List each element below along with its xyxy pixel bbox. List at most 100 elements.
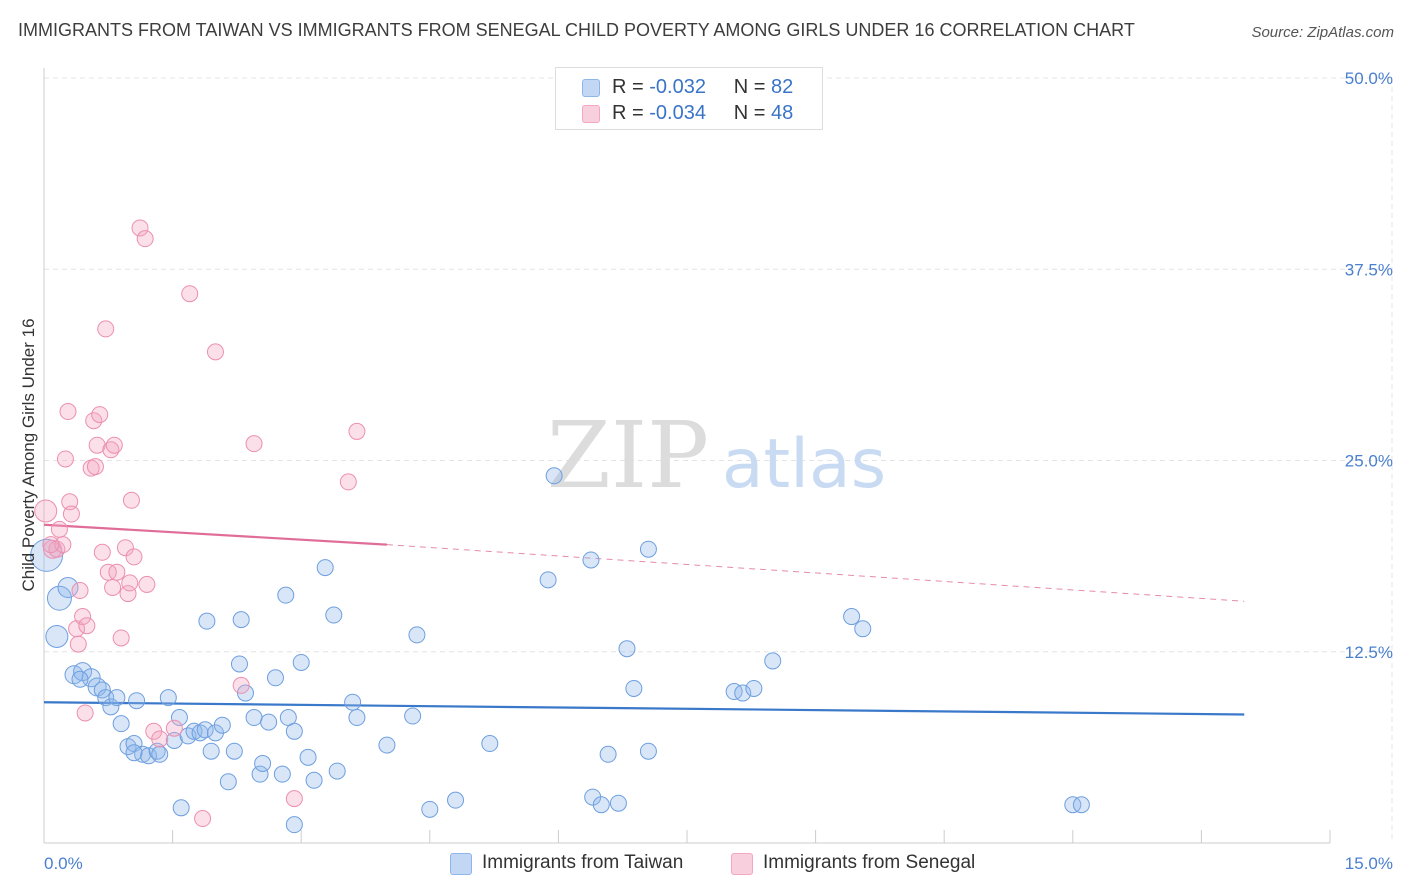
taiwan-legend-swatch xyxy=(450,853,472,875)
taiwan-point xyxy=(251,765,269,783)
taiwan-point xyxy=(625,679,643,697)
taiwan-point xyxy=(46,585,72,611)
taiwan-point xyxy=(102,698,120,716)
taiwan-point xyxy=(277,586,295,604)
senegal-point xyxy=(85,412,103,430)
taiwan-point xyxy=(196,721,214,739)
taiwan-point xyxy=(266,669,284,687)
senegal-point xyxy=(121,574,139,592)
n-value: 48 xyxy=(771,102,794,124)
senegal-trend-extension xyxy=(386,544,1245,602)
senegal-point xyxy=(108,563,126,581)
legend-label: Immigrants from Senegal xyxy=(763,852,976,873)
senegal-point xyxy=(339,473,357,491)
senegal-point xyxy=(78,617,96,635)
taiwan-point xyxy=(639,742,657,760)
taiwan-point xyxy=(254,754,272,772)
senegal-trend-line xyxy=(43,523,387,546)
senegal-point xyxy=(42,536,60,554)
taiwan-point xyxy=(112,715,130,733)
senegal-point xyxy=(71,582,89,600)
taiwan-point xyxy=(328,762,346,780)
senegal-point xyxy=(102,441,120,459)
taiwan-point xyxy=(81,668,101,688)
taiwan-point xyxy=(170,709,188,727)
taiwan-point xyxy=(764,652,782,670)
taiwan-point xyxy=(378,736,396,754)
x-tick-label: 0.0% xyxy=(44,854,83,873)
taiwan-point xyxy=(344,693,362,711)
senegal-point xyxy=(56,450,74,468)
r-value: -0.032 xyxy=(649,76,706,98)
taiwan-point xyxy=(745,679,763,697)
senegal-point xyxy=(181,285,199,303)
y-axis-title: Child Poverty Among Girls Under 16 xyxy=(19,318,38,591)
taiwan-point xyxy=(172,799,190,817)
taiwan-point xyxy=(202,742,220,760)
taiwan-point xyxy=(292,653,310,671)
trend-lines xyxy=(43,523,1245,716)
y-tick-label: 12.5% xyxy=(1345,643,1393,662)
senegal-point xyxy=(59,403,77,421)
taiwan-point xyxy=(260,713,278,731)
stats-box: R = -0.032 N = 82 R = -0.034 N = 48 xyxy=(555,67,823,130)
senegal-point xyxy=(206,343,224,361)
r-label: R = xyxy=(612,102,644,124)
senegal-point xyxy=(88,436,106,454)
y-tick-label: 50.0% xyxy=(1345,69,1393,88)
data-points xyxy=(30,219,1090,834)
taiwan-point xyxy=(273,765,291,783)
taiwan-point xyxy=(854,620,872,638)
senegal-point xyxy=(76,704,94,722)
source-label: Source: ZipAtlas.com xyxy=(1251,24,1394,41)
grid-lines xyxy=(44,77,1393,843)
senegal-point xyxy=(285,790,303,808)
taiwan-point xyxy=(481,735,499,753)
senegal-point xyxy=(86,458,104,476)
senegal-swatch xyxy=(582,105,600,123)
taiwan-point xyxy=(592,796,610,814)
n-value: 82 xyxy=(771,76,794,98)
taiwan-point xyxy=(108,689,126,707)
senegal-point xyxy=(165,719,183,737)
senegal-point xyxy=(348,422,366,440)
taiwan-point xyxy=(618,640,636,658)
senegal-point xyxy=(105,436,123,454)
r-label: R = xyxy=(612,76,644,98)
taiwan-point xyxy=(57,576,79,598)
watermark-atlas-text: atlas xyxy=(722,425,886,504)
taiwan-trend-line xyxy=(43,701,1245,716)
y-tick-label: 25.0% xyxy=(1345,452,1393,471)
legend-label: Immigrants from Taiwan xyxy=(482,852,684,873)
r-value: -0.034 xyxy=(649,102,706,124)
taiwan-point xyxy=(582,551,600,569)
taiwan-point xyxy=(232,611,250,629)
senegal-point xyxy=(194,810,212,828)
senegal-point xyxy=(122,491,140,509)
taiwan-point xyxy=(1064,796,1082,814)
tick-labels: 12.5% 25.0% 37.5% 50.0% 0.0% 15.0% xyxy=(44,69,1393,873)
x-tick-label: 15.0% xyxy=(1345,854,1393,873)
taiwan-point xyxy=(125,744,143,762)
taiwan-point xyxy=(213,716,231,734)
taiwan-point xyxy=(299,748,317,766)
taiwan-point xyxy=(230,655,248,673)
chart-title: IMMIGRANTS FROM TAIWAN VS IMMIGRANTS FRO… xyxy=(18,20,1135,40)
senegal-point xyxy=(43,539,63,559)
senegal-point xyxy=(93,543,111,561)
n-label: N = xyxy=(733,102,766,124)
senegal-point xyxy=(138,575,156,593)
senegal-point xyxy=(97,320,115,338)
senegal-point xyxy=(61,493,79,511)
taiwan-point xyxy=(285,816,303,834)
taiwan-point xyxy=(285,722,303,740)
taiwan-point xyxy=(165,731,183,749)
senegal-point xyxy=(131,219,149,237)
taiwan-point xyxy=(599,745,617,763)
watermark-zip-text: ZIP xyxy=(547,402,709,509)
taiwan-point xyxy=(725,683,743,701)
taiwan-point xyxy=(71,670,89,688)
senegal-point xyxy=(50,520,68,538)
taiwan-point xyxy=(1072,796,1090,814)
